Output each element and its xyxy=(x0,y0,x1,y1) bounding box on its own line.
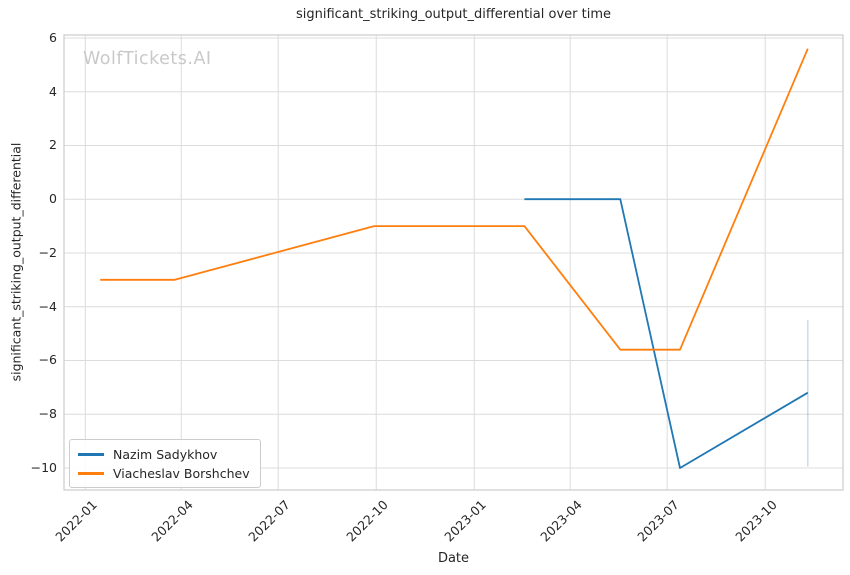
watermark-text: WolfTickets.AI xyxy=(83,49,212,69)
y-tick-label: −2 xyxy=(38,244,57,260)
y-tick-label: −6 xyxy=(38,352,57,368)
legend-line-swatch xyxy=(78,453,104,456)
series-line xyxy=(100,48,809,351)
legend: Nazim Sadykhov Viacheslav Borshchev xyxy=(69,439,261,488)
legend-line-swatch xyxy=(78,472,104,475)
y-tick-label: −4 xyxy=(38,298,57,314)
y-tick-label: 0 xyxy=(49,191,57,207)
series-line xyxy=(524,198,809,469)
legend-item: Nazim Sadykhov xyxy=(78,445,250,464)
legend-label: Nazim Sadykhov xyxy=(113,447,218,462)
y-tick-label: −8 xyxy=(38,406,57,422)
y-tick-label: 2 xyxy=(49,137,57,153)
y-tick-label: 6 xyxy=(49,29,57,45)
legend-item: Viacheslav Borshchev xyxy=(78,464,250,483)
legend-label: Viacheslav Borshchev xyxy=(113,466,250,481)
y-tick-label: 4 xyxy=(49,83,57,99)
chart-title: significant_striking_output_differential… xyxy=(296,7,611,22)
plot-border xyxy=(63,34,844,491)
y-tick-label: −10 xyxy=(30,459,57,475)
x-axis-label: Date xyxy=(437,551,470,566)
